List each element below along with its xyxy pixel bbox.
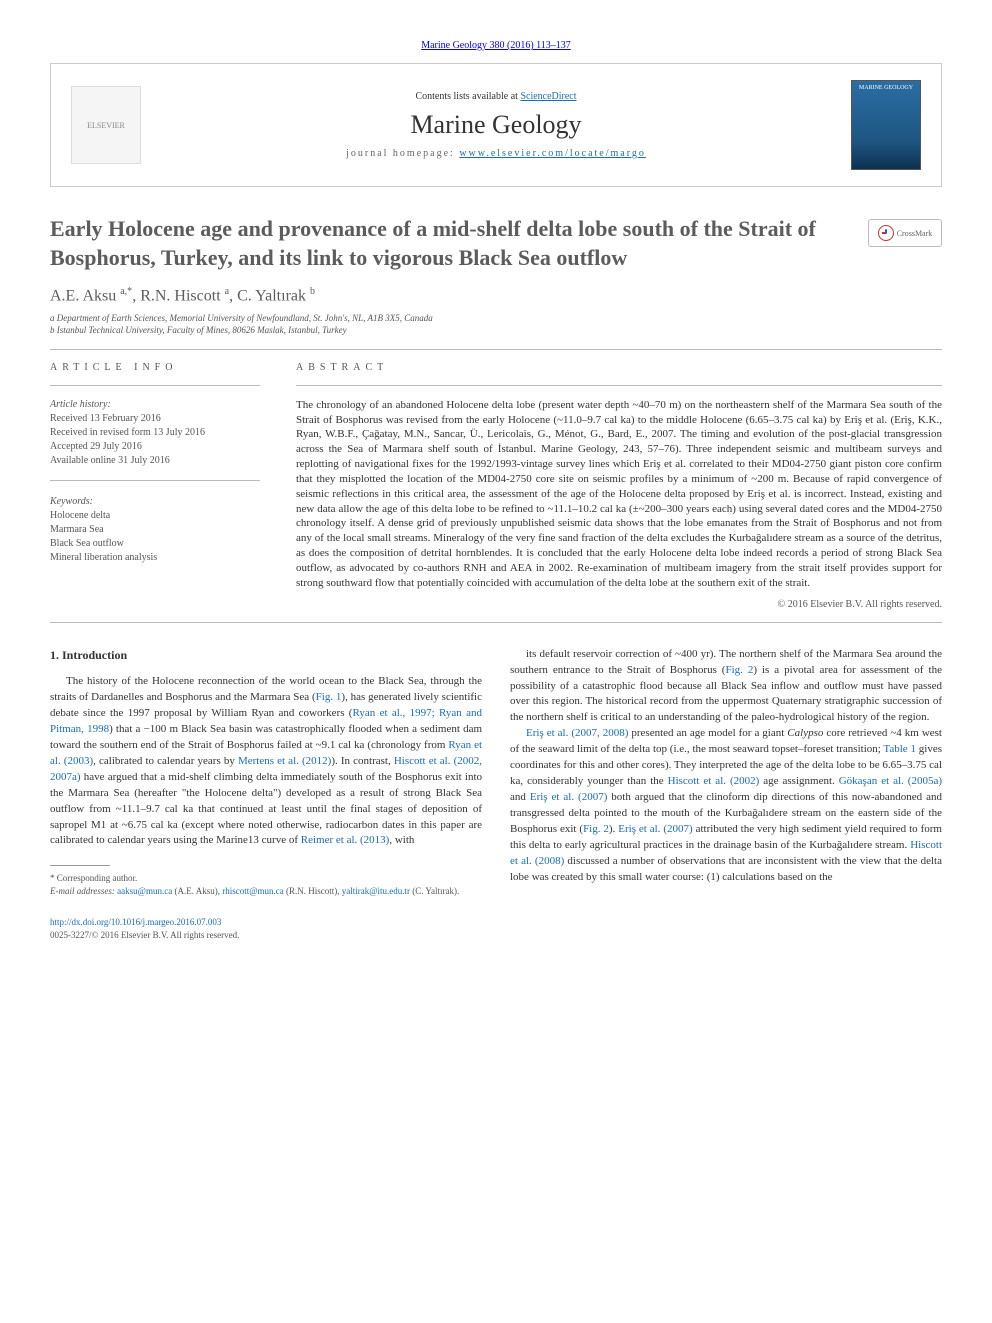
author-email[interactable]: yaltirak@itu.edu.tr: [342, 886, 410, 896]
article-title: Early Holocene age and provenance of a m…: [50, 215, 942, 272]
email-line: E-mail addresses: aaksu@mun.ca (A.E. Aks…: [50, 885, 482, 898]
keywords-label: Keywords:: [50, 495, 260, 509]
homepage-prefix: journal homepage:: [346, 148, 459, 159]
contents-list: Contents lists available at ScienceDirec…: [141, 91, 851, 102]
journal-ref-top: Marine Geology 380 (2016) 113–137: [50, 40, 942, 51]
journal-homepage: journal homepage: www.elsevier.com/locat…: [141, 148, 851, 159]
info-heading: ARTICLE INFO: [50, 362, 260, 373]
keyword: Holocene delta: [50, 509, 260, 523]
cover-text: MARINE GEOLOGY: [859, 85, 913, 91]
column-right: its default reservoir correction of ~400…: [510, 647, 942, 942]
divider: [50, 622, 942, 623]
author-email[interactable]: rhiscott@mun.ca: [222, 886, 284, 896]
section-heading-intro: 1. Introduction: [50, 647, 482, 664]
abstract-copyright: © 2016 Elsevier B.V. All rights reserved…: [296, 599, 942, 610]
sciencedirect-link[interactable]: ScienceDirect: [520, 91, 576, 102]
abstract-heading: ABSTRACT: [296, 362, 942, 373]
history-label: Article history:: [50, 398, 260, 412]
doi-link[interactable]: http://dx.doi.org/10.1016/j.margeo.2016.…: [50, 917, 221, 927]
author-email-who: (A.E. Aksu): [174, 886, 217, 896]
author-email-who: (C. Yaltırak).: [412, 886, 459, 896]
affiliation-b: b Istanbul Technical University, Faculty…: [50, 324, 942, 337]
journal-ref-link[interactable]: Marine Geology 380 (2016) 113–137: [421, 40, 571, 51]
keyword: Marmara Sea: [50, 523, 260, 537]
email-label: E-mail addresses:: [50, 886, 115, 896]
homepage-link[interactable]: www.elsevier.com/locate/margo: [459, 148, 646, 159]
divider: [50, 349, 942, 350]
article-page: Marine Geology 380 (2016) 113–137 ELSEVI…: [0, 0, 992, 982]
crossmark-label: CrossMark: [897, 229, 933, 238]
history-item: Available online 31 July 2016: [50, 454, 260, 468]
contents-prefix: Contents lists available at: [415, 91, 520, 102]
author-email-who: (R.N. Hiscott): [286, 886, 337, 896]
keyword: Mineral liberation analysis: [50, 551, 260, 565]
header-box: ELSEVIER Contents lists available at Sci…: [50, 63, 942, 187]
authors: A.E. Aksu a,*, R.N. Hiscott a, C. Yaltır…: [50, 286, 942, 305]
body-columns: 1. Introduction The history of the Holoc…: [50, 647, 942, 942]
article-history: Article history: Received 13 February 20…: [50, 398, 260, 468]
article-header: CrossMark Early Holocene age and provena…: [50, 215, 942, 337]
history-item: Received 13 February 2016: [50, 412, 260, 426]
affiliations: a Department of Earth Sciences, Memorial…: [50, 312, 942, 337]
corresponding-label: * Corresponding author.: [50, 872, 482, 885]
journal-cover-thumb: MARINE GEOLOGY: [851, 80, 921, 170]
keywords-block: Keywords: Holocene delta Marmara Sea Bla…: [50, 495, 260, 565]
keyword: Black Sea outflow: [50, 537, 260, 551]
history-item: Received in revised form 13 July 2016: [50, 426, 260, 440]
article-info-column: ARTICLE INFO Article history: Received 1…: [50, 362, 260, 610]
corresponding-footnote: * Corresponding author. E-mail addresses…: [50, 872, 482, 897]
abstract-text: The chronology of an abandoned Holocene …: [296, 398, 942, 591]
history-item: Accepted 29 July 2016: [50, 440, 260, 454]
divider: [50, 480, 260, 481]
doi-block: http://dx.doi.org/10.1016/j.margeo.2016.…: [50, 916, 482, 942]
author-email[interactable]: aaksu@mun.ca: [117, 886, 172, 896]
divider: [296, 385, 942, 386]
intro-para-1: The history of the Holocene reconnection…: [50, 674, 482, 849]
affiliation-a: a Department of Earth Sciences, Memorial…: [50, 312, 942, 325]
journal-name: Marine Geology: [141, 110, 851, 140]
column-left: 1. Introduction The history of the Holoc…: [50, 647, 482, 942]
intro-para-3: Eriş et al. (2007, 2008) presented an ag…: [510, 726, 942, 885]
crossmark-badge[interactable]: CrossMark: [868, 219, 942, 247]
crossmark-icon: [878, 225, 894, 241]
divider: [50, 385, 260, 386]
meta-row: ARTICLE INFO Article history: Received 1…: [50, 362, 942, 610]
issn-line: 0025-3227/© 2016 Elsevier B.V. All right…: [50, 930, 239, 940]
intro-para-2: its default reservoir correction of ~400…: [510, 647, 942, 727]
abstract-column: ABSTRACT The chronology of an abandoned …: [296, 362, 942, 610]
header-center: Contents lists available at ScienceDirec…: [141, 91, 851, 159]
footnote-separator: [50, 865, 110, 866]
publisher-logo: ELSEVIER: [71, 86, 141, 164]
